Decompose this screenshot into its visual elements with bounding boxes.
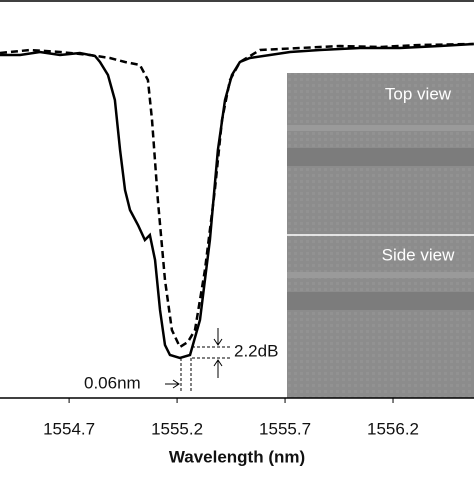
- x-tick-label: 1554.7: [43, 419, 95, 438]
- x-tick-label: 1555.2: [151, 419, 203, 438]
- annotation: 0.06nm: [84, 373, 141, 392]
- dimension-markers: [165, 328, 232, 392]
- series-line: [0, 42, 474, 349]
- inset-label: Top view: [385, 84, 452, 103]
- x-tick-label: 1556.2: [367, 419, 419, 438]
- x-tick-label: 1555.7: [259, 419, 311, 438]
- annotation: 2.2dB: [234, 341, 278, 360]
- inset-label: Side view: [382, 245, 455, 264]
- inset-image: [287, 73, 474, 398]
- series-line: [0, 42, 474, 360]
- x-axis-label: Wavelength (nm): [169, 447, 305, 466]
